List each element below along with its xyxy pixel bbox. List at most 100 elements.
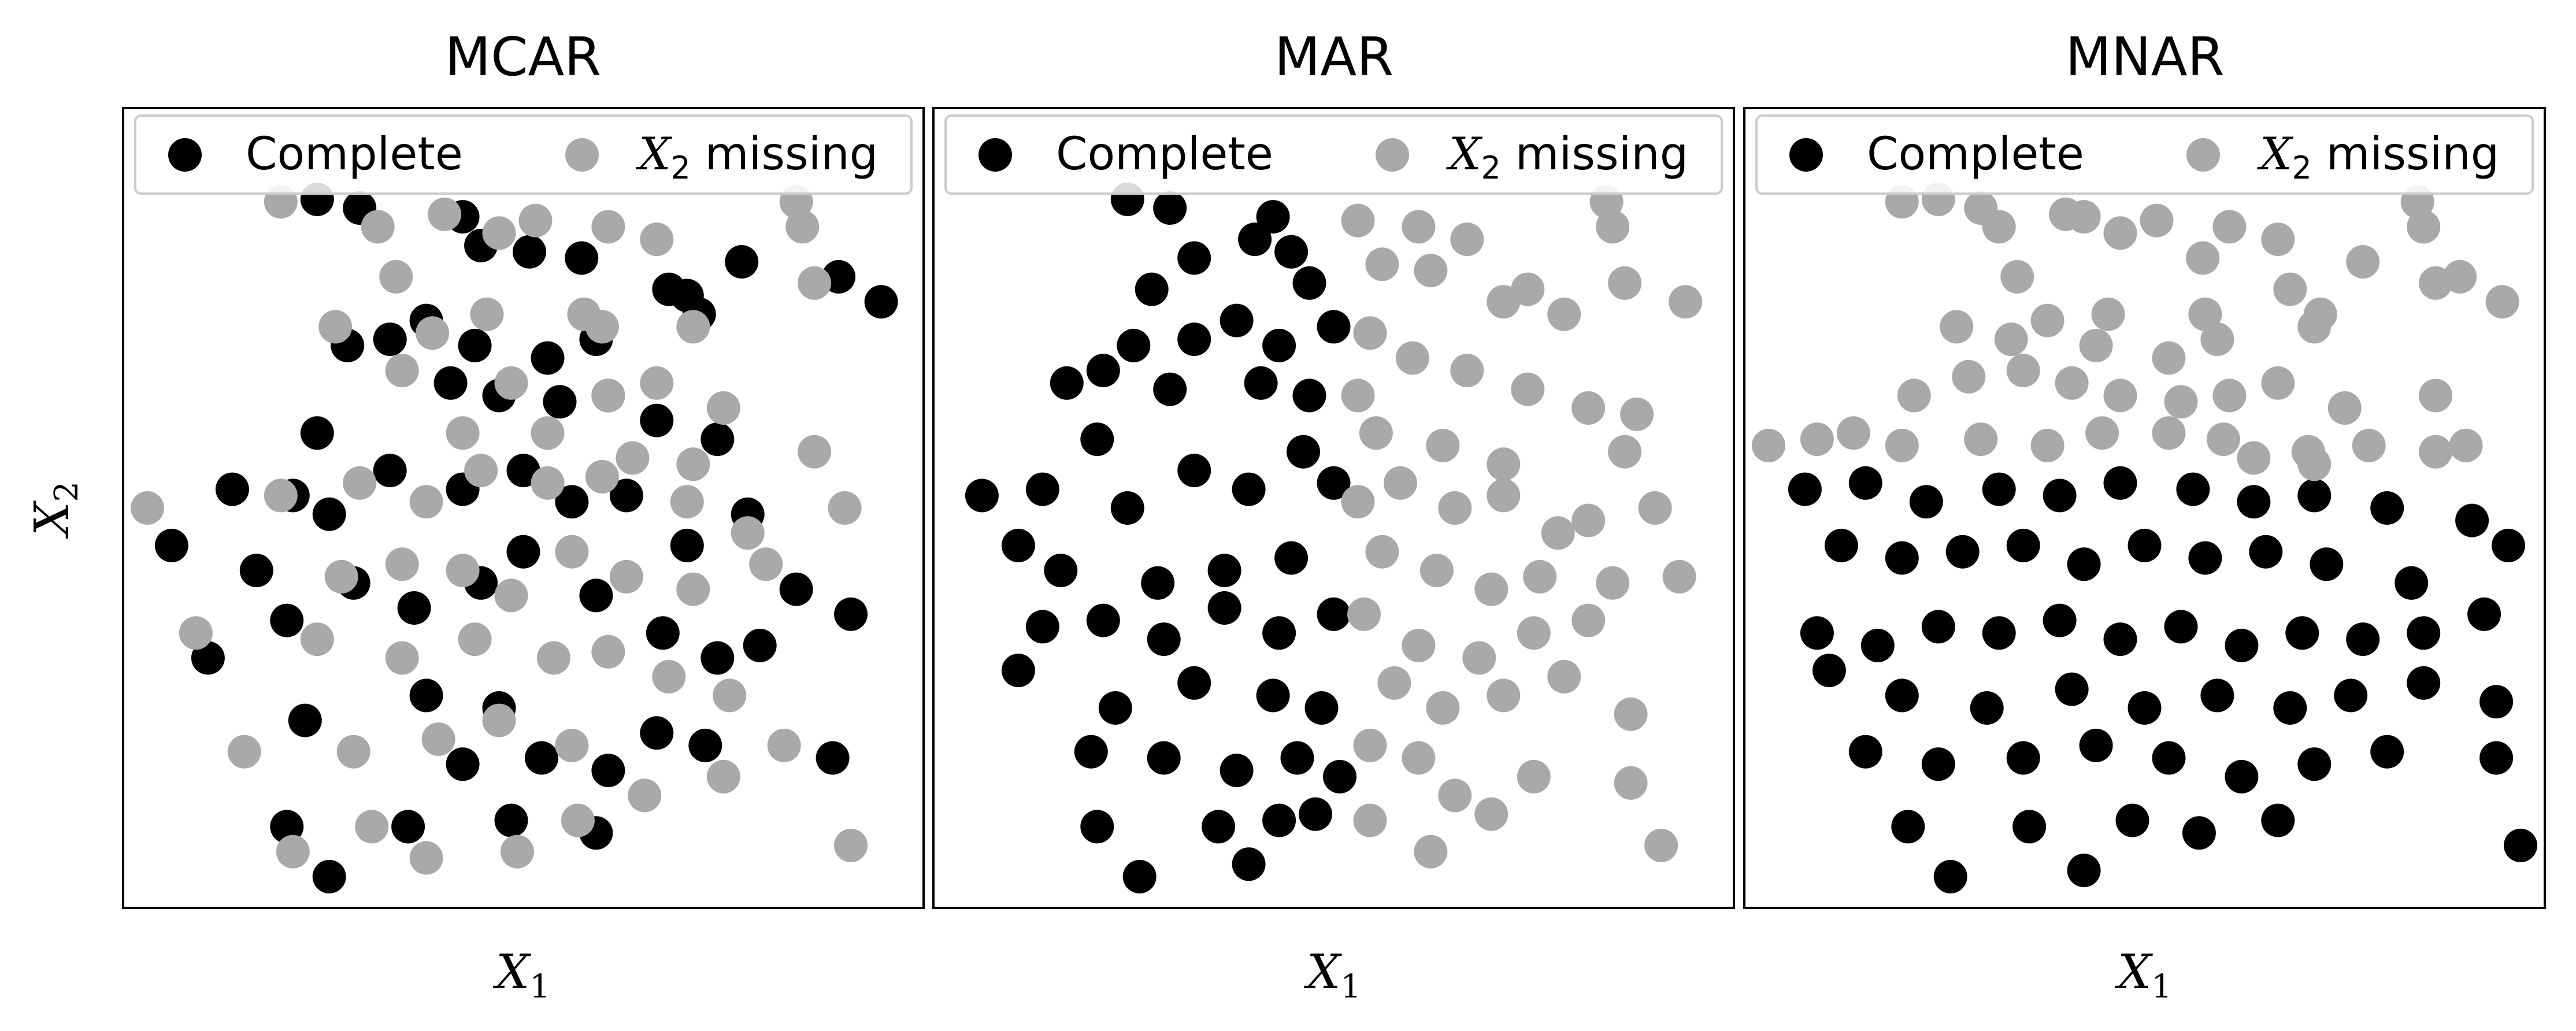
points-layer: [965, 182, 1703, 893]
scatter-point: [2273, 272, 2307, 306]
scatter-point: [2407, 666, 2441, 700]
scatter-point: [300, 416, 334, 450]
legend-marker-missing: [2186, 138, 2220, 172]
scatter-point: [1571, 603, 1606, 637]
scatter-point: [1365, 535, 1399, 569]
scatter-point: [864, 285, 898, 319]
scatter-point: [1341, 203, 1375, 238]
scatter-point: [2055, 366, 2089, 400]
scatter-point: [2285, 616, 2319, 650]
scatter-point: [2200, 678, 2234, 713]
scatter-point: [2188, 541, 2222, 575]
scatter-point: [2237, 441, 2271, 475]
scatter-point: [1244, 366, 1278, 400]
scatter-point: [965, 479, 999, 513]
scatter-point: [2127, 528, 2162, 562]
scatter-point: [1323, 759, 1356, 793]
scatter-point: [785, 210, 820, 244]
scatter-point: [2006, 528, 2040, 562]
scatter-point: [1117, 328, 1151, 362]
legend: Complete X2 missing: [944, 114, 1723, 195]
scatter-point: [191, 641, 225, 675]
scatter-point: [1487, 479, 1521, 513]
panel-title: MNAR: [2065, 26, 2224, 88]
scatter-point: [2043, 479, 2077, 513]
scatter-point: [1982, 472, 2016, 506]
scatter-point: [1541, 516, 1575, 550]
scatter-point: [373, 454, 407, 488]
scatter-point: [1662, 559, 1696, 594]
scatter-point: [494, 803, 528, 837]
points-layer: [1752, 182, 2537, 893]
scatter-point: [1274, 235, 1309, 269]
scatter-point: [215, 472, 249, 506]
scatter-point: [640, 716, 674, 750]
scatter-point: [2212, 210, 2247, 244]
scatter-point: [1262, 803, 1296, 837]
scatter-point: [652, 659, 686, 693]
scatter-point: [336, 735, 370, 769]
scatter-point: [2006, 741, 2040, 775]
scatter-point: [525, 741, 558, 775]
scatter-point: [1135, 272, 1169, 306]
scatter-point: [1824, 528, 1858, 562]
scatter-point: [1074, 735, 1108, 769]
scatter-point: [2504, 828, 2537, 862]
scatter-point: [518, 203, 553, 238]
scatter-point: [2370, 735, 2404, 769]
legend-marker-complete: [1789, 138, 1823, 172]
scatter-point: [1848, 466, 1882, 500]
x-axis-label: X1: [492, 945, 550, 1006]
scatter-point: [585, 310, 619, 344]
scatter-point: [379, 259, 413, 294]
scatter-point: [2479, 741, 2514, 775]
scatter-point: [2115, 803, 2149, 837]
scatter-point: [700, 422, 735, 457]
scatter-point: [2297, 747, 2332, 781]
scatter-point: [2212, 379, 2247, 413]
scatter-point: [501, 835, 534, 869]
axes-frame: [1743, 107, 2546, 909]
scatter-point: [2127, 691, 2162, 725]
scatter-point: [154, 528, 188, 562]
scatter-point: [1292, 266, 1326, 300]
scatter-point: [2297, 447, 2332, 481]
scatter-point: [1462, 641, 1496, 675]
scatter-point: [1025, 610, 1059, 644]
plot-area: [1744, 108, 2545, 908]
scatter-point: [531, 341, 565, 375]
scatter-point: [1274, 541, 1309, 575]
scatter-point: [1177, 666, 1211, 700]
scatter-point: [446, 747, 480, 781]
scatter-point: [2261, 222, 2295, 257]
panel-title: MCAR: [445, 26, 601, 88]
scatter-point: [531, 466, 565, 500]
scatter-point: [1438, 491, 1472, 525]
scatter-point: [670, 528, 704, 562]
scatter-point: [2182, 816, 2216, 850]
axes-frame: [932, 107, 1735, 909]
scatter-point: [2079, 728, 2113, 762]
scatter-point: [1098, 691, 1132, 725]
scatter-point: [2152, 741, 2186, 775]
scatter-point: [2055, 672, 2089, 706]
scatter-point: [743, 628, 777, 662]
scatter-point: [1232, 847, 1266, 881]
scatter-point: [2000, 259, 2034, 294]
scatter-point: [2103, 216, 2137, 250]
scatter-point: [1638, 491, 1672, 525]
scatter-point: [561, 803, 595, 837]
scatter-point: [1921, 747, 1955, 781]
scatter-point: [1571, 391, 1606, 425]
scatter-point: [1812, 654, 1846, 688]
scatter-point: [2297, 479, 2332, 513]
scatter-point: [2334, 678, 2368, 713]
scatter-point: [2079, 328, 2113, 362]
scatter-point: [2467, 597, 2501, 631]
scatter-point: [1933, 859, 1967, 893]
scatter-point: [446, 554, 480, 588]
scatter-point: [1292, 379, 1326, 413]
scatter-point: [640, 222, 674, 257]
scatter-point: [555, 485, 589, 519]
